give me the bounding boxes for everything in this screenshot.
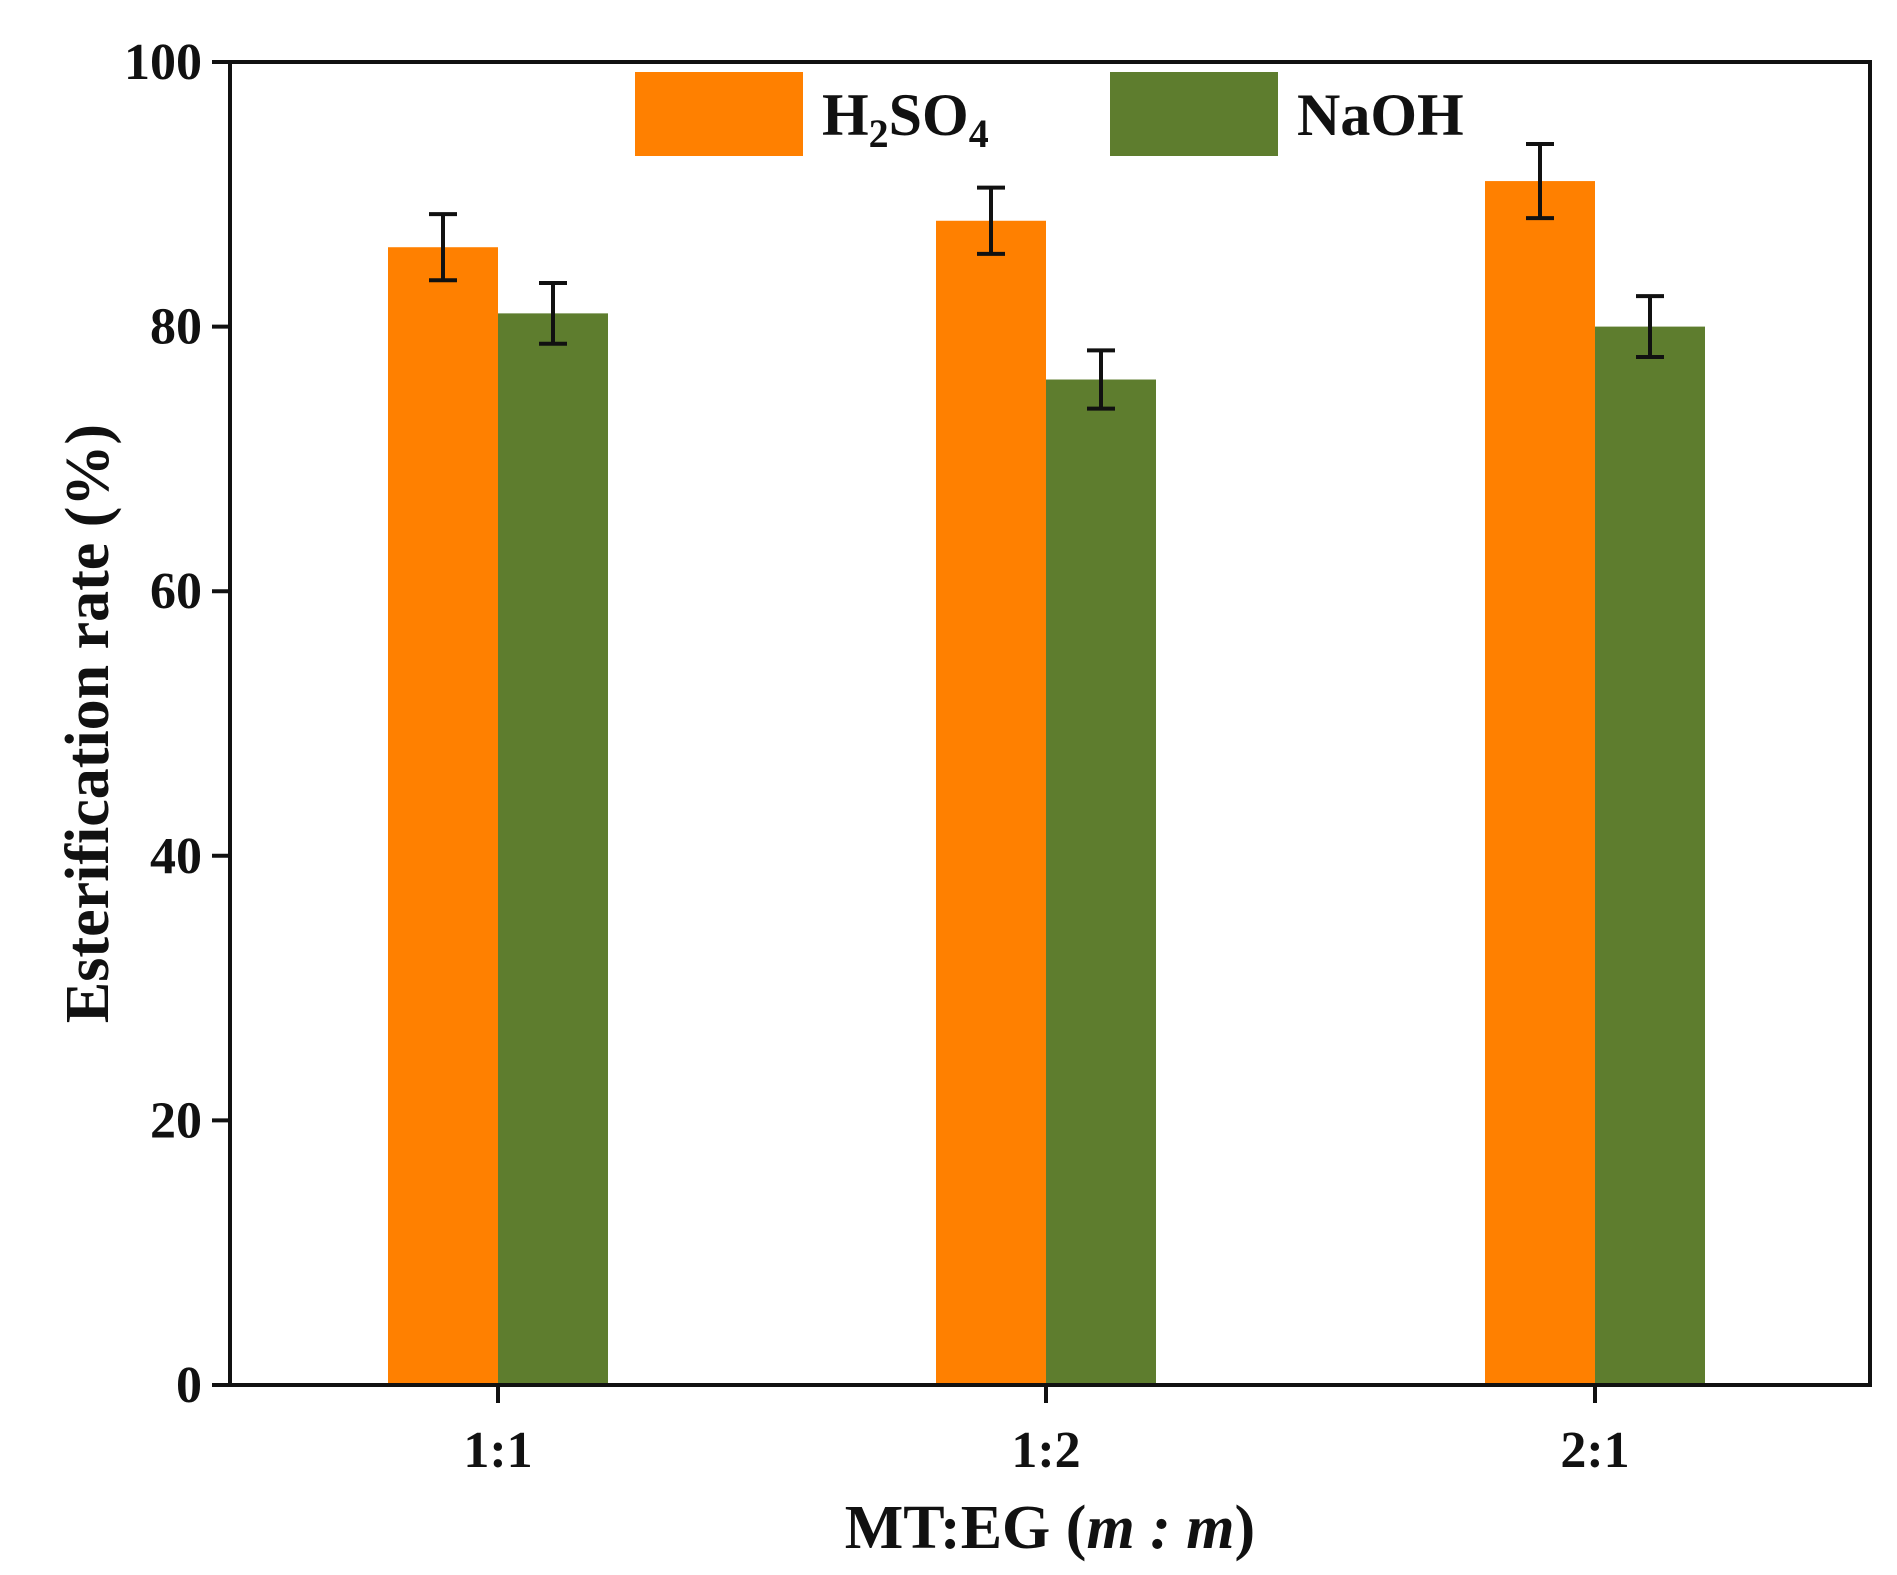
y-axis-title: Esterification rate (%) — [54, 424, 122, 1023]
error-bar — [1087, 348, 1115, 411]
x-axis-title-italic: m : m — [1086, 1494, 1234, 1562]
error-bar — [977, 185, 1005, 256]
bars-group — [388, 181, 1705, 1386]
x-tick-label: 1:1 — [463, 1422, 532, 1479]
y-tick-label: 80 — [150, 299, 202, 356]
legend-label: H2SO4 — [822, 82, 989, 156]
y-tick-label: 0 — [176, 1357, 202, 1414]
y-tick-label: 60 — [150, 563, 202, 620]
bar-h2so4-1-1 — [388, 247, 498, 1386]
bar-h2so4-1-2 — [936, 220, 1046, 1385]
error-bar — [1526, 142, 1554, 221]
legend-label: NaOH — [1297, 82, 1464, 148]
x-axis-title-main: MT:EG ( — [845, 1494, 1087, 1562]
legend-swatch — [635, 72, 803, 156]
legend-item-h2so4: H2SO4 — [635, 72, 989, 156]
plot-frame — [228, 60, 1872, 1387]
x-tick-label: 1:2 — [1011, 1422, 1080, 1479]
y-tick-label: 100 — [124, 34, 202, 91]
y-tick-label: 40 — [150, 828, 202, 885]
bar-naoh-1-2 — [1046, 379, 1156, 1385]
error-bar — [539, 280, 567, 346]
legend-swatch — [1110, 72, 1278, 156]
bar-h2so4-2-1 — [1485, 181, 1595, 1385]
error-bar — [429, 212, 457, 283]
y-axis-ticks: 0 20 40 60 80 100 — [124, 34, 230, 1414]
x-axis-title: MT:EG (m : m) — [845, 1494, 1255, 1562]
bar-naoh-2-1 — [1595, 326, 1705, 1386]
legend: H2SO4 NaOH — [635, 72, 1464, 156]
x-axis-ticks: 1:1 1:2 2:1 — [463, 1385, 1630, 1479]
legend-item-naoh: NaOH — [1110, 72, 1464, 156]
error-bars-group — [429, 142, 1664, 411]
y-tick-label: 20 — [150, 1092, 202, 1149]
x-axis-title-close: ) — [1235, 1494, 1256, 1562]
bar-naoh-1-1 — [498, 313, 608, 1385]
error-bar — [1636, 294, 1664, 360]
x-tick-label: 2:1 — [1560, 1422, 1629, 1479]
